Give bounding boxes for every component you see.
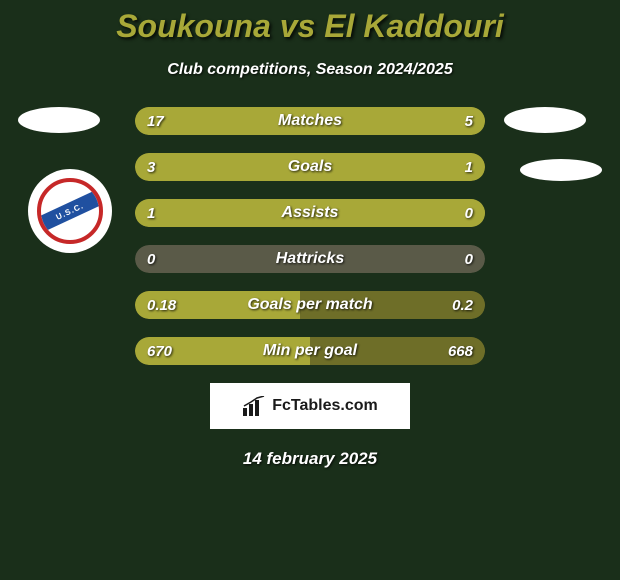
stat-row: 00Hattricks: [135, 245, 485, 273]
stat-row: 0.180.2Goals per match: [135, 291, 485, 319]
club-badge-inner: U.S.C.: [37, 178, 103, 244]
club-badge-text: U.S.C.: [37, 187, 103, 236]
comparison-subtitle: Club competitions, Season 2024/2025: [0, 61, 620, 79]
player-right-badge-placeholder-1: [504, 107, 586, 133]
stat-row: 10Assists: [135, 199, 485, 227]
stat-rows: 175Matches 31Goals 10Assists 00Hattricks 0.1…: [135, 107, 485, 365]
footer-brand-text: FcTables.com: [272, 397, 378, 415]
club-badge: U.S.C.: [28, 169, 112, 253]
stat-label: Hattricks: [135, 245, 485, 273]
stat-row: 670668Min per goal: [135, 337, 485, 365]
footer-date: 14 february 2025: [0, 449, 620, 469]
stat-label: Assists: [135, 199, 485, 227]
player-right-badge-placeholder-2: [520, 159, 602, 181]
stat-row: 31Goals: [135, 153, 485, 181]
stat-row: 175Matches: [135, 107, 485, 135]
stat-label: Min per goal: [135, 337, 485, 365]
footer-brand-logo[interactable]: FcTables.com: [210, 383, 410, 429]
player-left-badge-placeholder: [18, 107, 100, 133]
stat-label: Goals: [135, 153, 485, 181]
stat-label: Goals per match: [135, 291, 485, 319]
comparison-title: Soukouna vs El Kaddouri: [0, 0, 620, 45]
chart-icon: [242, 396, 266, 416]
stat-label: Matches: [135, 107, 485, 135]
stats-area: U.S.C. 175Matches 31Goals 10Assists 00Hattr…: [0, 107, 620, 365]
